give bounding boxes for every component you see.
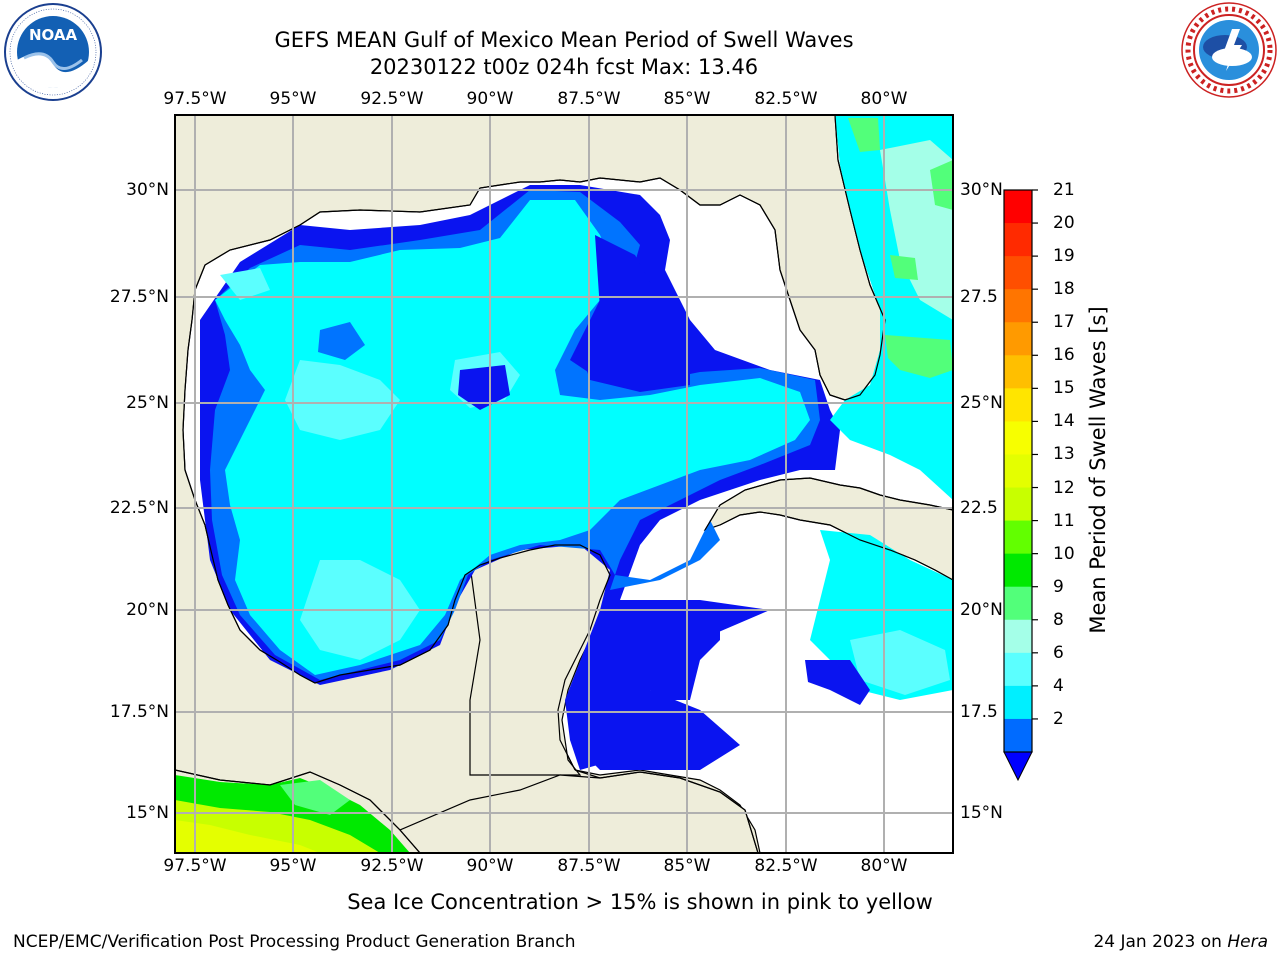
colorbar-segment [1004,553,1032,588]
lat-tick-left: 27.5°N [109,287,169,307]
chart-subtitle: 20230122 t00z 024h fcst Max: 13.46 [369,55,759,79]
lon-tick-top: 95°W [269,89,317,109]
colorbar-segment [1004,652,1032,687]
lon-tick-bottom: 80°W [860,856,908,876]
nws-logo [1181,2,1277,98]
lat-tick-left: 22.5°N [109,498,169,518]
colorbar-label: 17 [1053,312,1075,333]
footer-date: 24 Jan 2023 on Hera [1093,932,1268,952]
colorbar-label: 16 [1053,345,1075,366]
colorbar-label: 11 [1053,510,1075,531]
lon-tick-bottom: 97.5°W [163,856,227,876]
lat-tick-right: 25°N [960,393,1003,413]
lat-tick-left: 20°N [126,600,169,620]
lat-tick-left: 30°N [126,180,169,200]
colorbar-segment [1004,619,1032,654]
colorbar-label: 6 [1053,642,1064,663]
lon-tick-top: 80°W [860,89,908,109]
colorbar-label: 12 [1053,477,1075,498]
footer-date-text: 24 Jan 2023 on [1093,932,1228,952]
lat-tick-right: 17.5 [960,702,998,722]
graticule [175,115,953,853]
colorbar-segment [1004,487,1032,522]
colorbar-label: 10 [1053,543,1075,564]
colorbar [1003,189,1038,782]
colorbar-label: 9 [1053,576,1064,597]
colorbar-label: 14 [1053,411,1075,432]
colorbar-label: 8 [1053,609,1064,630]
footer-credit: NCEP/EMC/Verification Post Processing Pr… [13,932,576,952]
colorbar-label: 4 [1053,675,1064,696]
colorbar-segment [1004,685,1032,720]
colorbar-segment [1004,190,1032,224]
colorbar-segment [1004,223,1032,257]
colorbar-label: 2 [1053,708,1064,729]
lat-tick-right: 15°N [960,803,1003,823]
colorbar-segment [1004,454,1032,489]
lon-tick-top: 97.5°W [163,89,227,109]
lon-tick-bottom: 90°W [466,856,514,876]
lat-tick-right: 30°N [960,180,1003,200]
noaa-logo: NOAA [4,3,102,101]
colorbar-segment [1004,256,1032,290]
colorbar-label: 18 [1053,279,1075,300]
lon-tick-bottom: 95°W [269,856,317,876]
sea-ice-note: Sea Ice Concentration > 15% is shown in … [347,890,933,914]
lat-tick-left: 15°N [126,803,169,823]
lon-tick-bottom: 92.5°W [360,856,424,876]
lon-tick-top: 82.5°W [754,89,818,109]
lon-tick-top: 90°W [466,89,514,109]
colorbar-segment [1004,421,1032,455]
colorbar-segment [1004,322,1032,356]
colorbar-segment [1004,718,1032,753]
lat-tick-left: 25°N [126,393,169,413]
lon-tick-top: 92.5°W [360,89,424,109]
colorbar-label: 20 [1053,213,1075,234]
lat-tick-right: 22.5 [960,498,998,518]
lon-tick-top: 85°W [663,89,711,109]
colorbar-label: 21 [1053,180,1075,200]
colorbar-label: 13 [1053,444,1075,465]
lon-tick-bottom: 87.5°W [557,856,621,876]
colorbar-segment [1004,388,1032,422]
colorbar-label: 19 [1053,246,1075,267]
lat-tick-right: 20°N [960,600,1003,620]
chart-title: GEFS MEAN Gulf of Mexico Mean Period of … [274,28,854,52]
colorbar-label: 15 [1053,378,1075,399]
svg-text:NOAA: NOAA [29,26,78,44]
lon-tick-bottom: 85°W [663,856,711,876]
lon-tick-bottom: 82.5°W [754,856,818,876]
map-frame [174,114,954,854]
lat-tick-left: 17.5°N [109,702,169,722]
colorbar-segment [1004,355,1032,389]
colorbar-segment [1004,586,1032,621]
colorbar-segment [1004,289,1032,323]
swell-field [175,115,953,853]
colorbar-segment [1004,520,1032,555]
lon-tick-top: 87.5°W [557,89,621,109]
footer-machine: Hera [1227,932,1268,952]
colorbar-title: Mean Period of Swell Waves [s] [1086,306,1110,634]
lat-tick-right: 27.5 [960,287,998,307]
